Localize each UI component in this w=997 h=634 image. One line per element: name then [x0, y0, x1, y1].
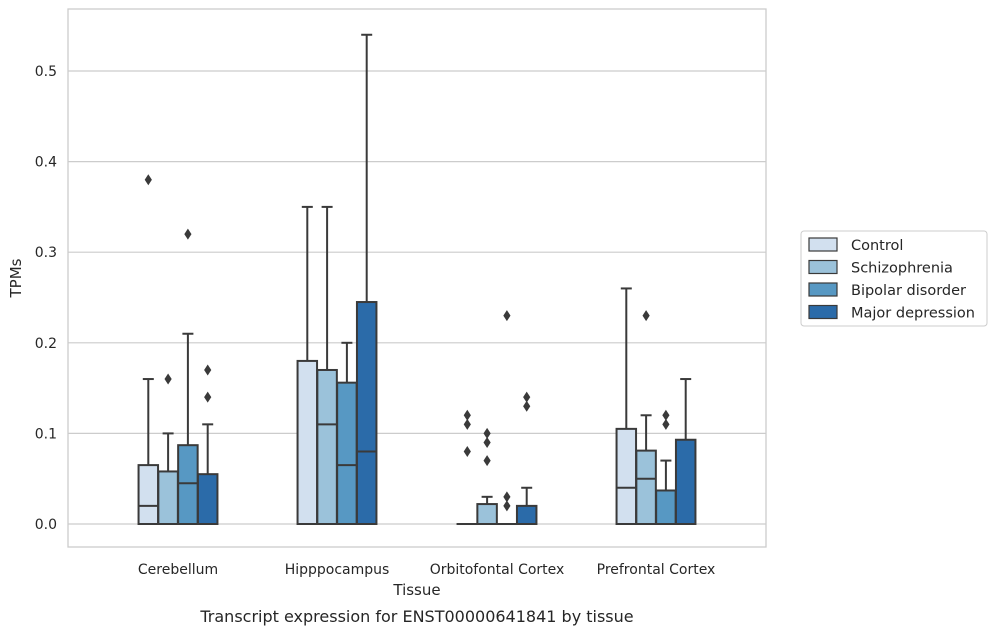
series-bipolar-disorder [177, 228, 677, 526]
outlier-point [463, 409, 471, 421]
x-axis-label: Tissue [392, 581, 440, 599]
legend-frame [800, 230, 988, 327]
y-tick-label: 0.4 [35, 155, 57, 171]
outlier-point [204, 391, 212, 403]
outlier-point [483, 427, 491, 439]
legend-swatch [808, 282, 838, 297]
legend: Control Schizophrenia Bipolar disorder Majo… [800, 230, 988, 327]
x-tick-label: Prefrontal Cortex [597, 562, 716, 578]
y-tick-label: 0.5 [35, 64, 57, 80]
legend-swatch [808, 304, 838, 320]
y-tick-label: 0.0 [35, 517, 57, 533]
outlier-point [503, 491, 511, 503]
legend-swatch [808, 237, 838, 252]
grid-lines [68, 70, 766, 525]
box [674, 438, 697, 526]
outlier-point [642, 310, 650, 322]
chart-caption: Transcript expression for ENST0000064184… [199, 607, 633, 626]
series-control [137, 174, 638, 526]
outlier-point [503, 500, 511, 512]
y-tick-label: 0.1 [35, 426, 57, 442]
outlier-point [503, 310, 511, 322]
legend-label: Bipolar disorder [851, 283, 966, 299]
outlier-point [523, 391, 531, 403]
box [196, 473, 219, 526]
legend-label: Control [851, 238, 903, 254]
outlier-point [204, 364, 212, 376]
legend-swatch [808, 259, 838, 275]
legend-label: Schizophrenia [851, 261, 953, 277]
outlier-point [662, 409, 670, 421]
y-tick-label: 0.2 [35, 336, 57, 352]
outlier-point [483, 436, 491, 448]
box [355, 301, 378, 525]
box [635, 449, 657, 526]
series-schizophrenia [157, 205, 657, 526]
box [615, 427, 638, 525]
y-tick-label: 0.3 [35, 245, 57, 261]
outlier-point [184, 228, 192, 240]
box [515, 504, 538, 526]
box [177, 444, 199, 526]
x-axis-ticks: Cerebellum Hipppocampus Orbitofontal Corte… [138, 562, 715, 578]
y-axis-ticks: 0.0 0.1 0.2 0.3 0.4 0.5 [35, 64, 57, 533]
box [157, 470, 179, 525]
box [296, 359, 319, 526]
box [476, 503, 498, 525]
outlier-point [144, 174, 152, 186]
box [316, 368, 338, 526]
x-tick-label: Cerebellum [138, 562, 218, 578]
outlier-point [662, 418, 670, 430]
x-tick-label: Orbitofontal Cortex [430, 562, 565, 578]
plot-frame [67, 8, 767, 548]
x-tick-label: Hipppocampus [285, 562, 390, 578]
box [137, 464, 160, 525]
box [336, 381, 358, 525]
series-major-depression [196, 33, 697, 526]
outlier-point [463, 446, 471, 458]
box-series [137, 33, 697, 526]
outlier-point [483, 455, 491, 467]
y-axis-label: TPMs [7, 258, 25, 298]
outlier-point [463, 418, 471, 430]
box [655, 489, 677, 525]
legend-label: Major depression [851, 306, 975, 322]
outlier-point [523, 400, 531, 412]
outlier-point [164, 373, 172, 385]
